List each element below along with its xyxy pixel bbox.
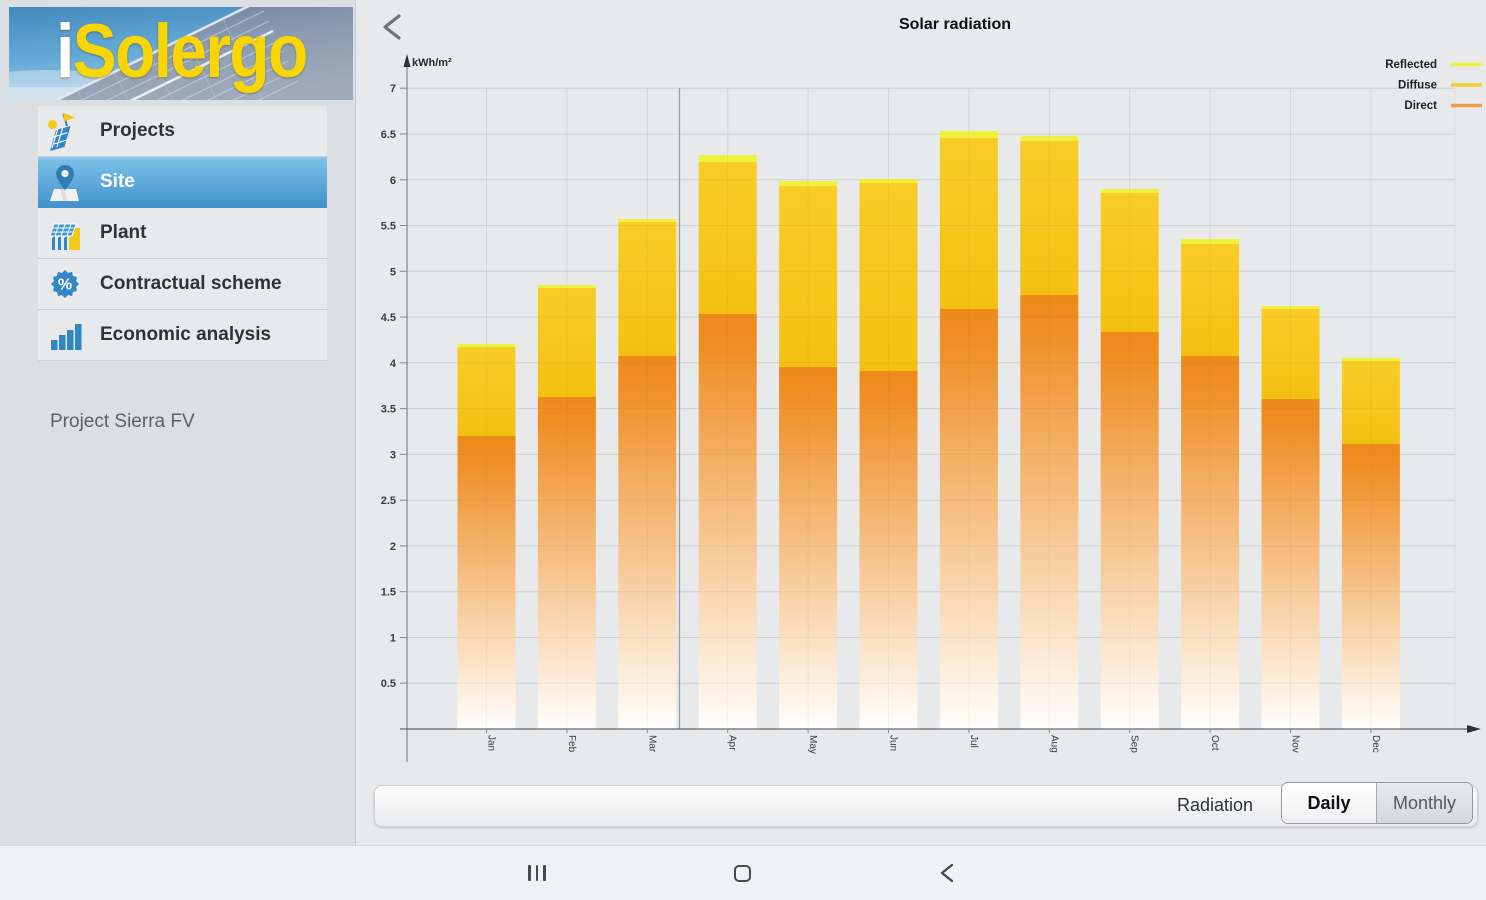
- svg-text:6.5: 6.5: [381, 129, 396, 141]
- svg-text:4.5: 4.5: [381, 312, 396, 324]
- svg-text:Oct: Oct: [1209, 735, 1220, 751]
- svg-text:May: May: [807, 735, 818, 754]
- svg-text:Jul: Jul: [968, 735, 979, 748]
- svg-text:Jan: Jan: [486, 735, 497, 751]
- svg-text:6: 6: [390, 175, 396, 187]
- svg-text:Sep: Sep: [1129, 735, 1140, 753]
- svg-text:0.5: 0.5: [381, 678, 396, 690]
- svg-text:Mar: Mar: [646, 735, 657, 753]
- svg-text:1: 1: [390, 633, 396, 645]
- svg-text:Solar radiation: Solar radiation: [899, 16, 1011, 33]
- svg-text:Aug: Aug: [1048, 735, 1059, 753]
- svg-text:Feb: Feb: [566, 735, 577, 753]
- svg-text:1.5: 1.5: [381, 587, 396, 599]
- svg-text:3: 3: [390, 449, 396, 461]
- svg-text:Nov: Nov: [1290, 735, 1301, 753]
- svg-text:Apr: Apr: [727, 735, 738, 751]
- svg-text:7: 7: [390, 83, 396, 95]
- svg-text:Direct: Direct: [1404, 100, 1437, 112]
- svg-text:Jun: Jun: [888, 735, 899, 751]
- svg-text:2.5: 2.5: [381, 495, 396, 507]
- svg-text:Reflected: Reflected: [1385, 59, 1437, 71]
- svg-text:2: 2: [390, 541, 396, 553]
- svg-text:Diffuse: Diffuse: [1398, 80, 1437, 92]
- svg-text:kWh/m²: kWh/m²: [412, 57, 452, 69]
- svg-text:%: %: [58, 277, 72, 294]
- svg-text:4: 4: [390, 358, 397, 370]
- svg-text:Dec: Dec: [1370, 735, 1381, 753]
- svg-text:5: 5: [390, 266, 396, 278]
- svg-text:5.5: 5.5: [381, 221, 396, 233]
- svg-text:3.5: 3.5: [381, 404, 396, 416]
